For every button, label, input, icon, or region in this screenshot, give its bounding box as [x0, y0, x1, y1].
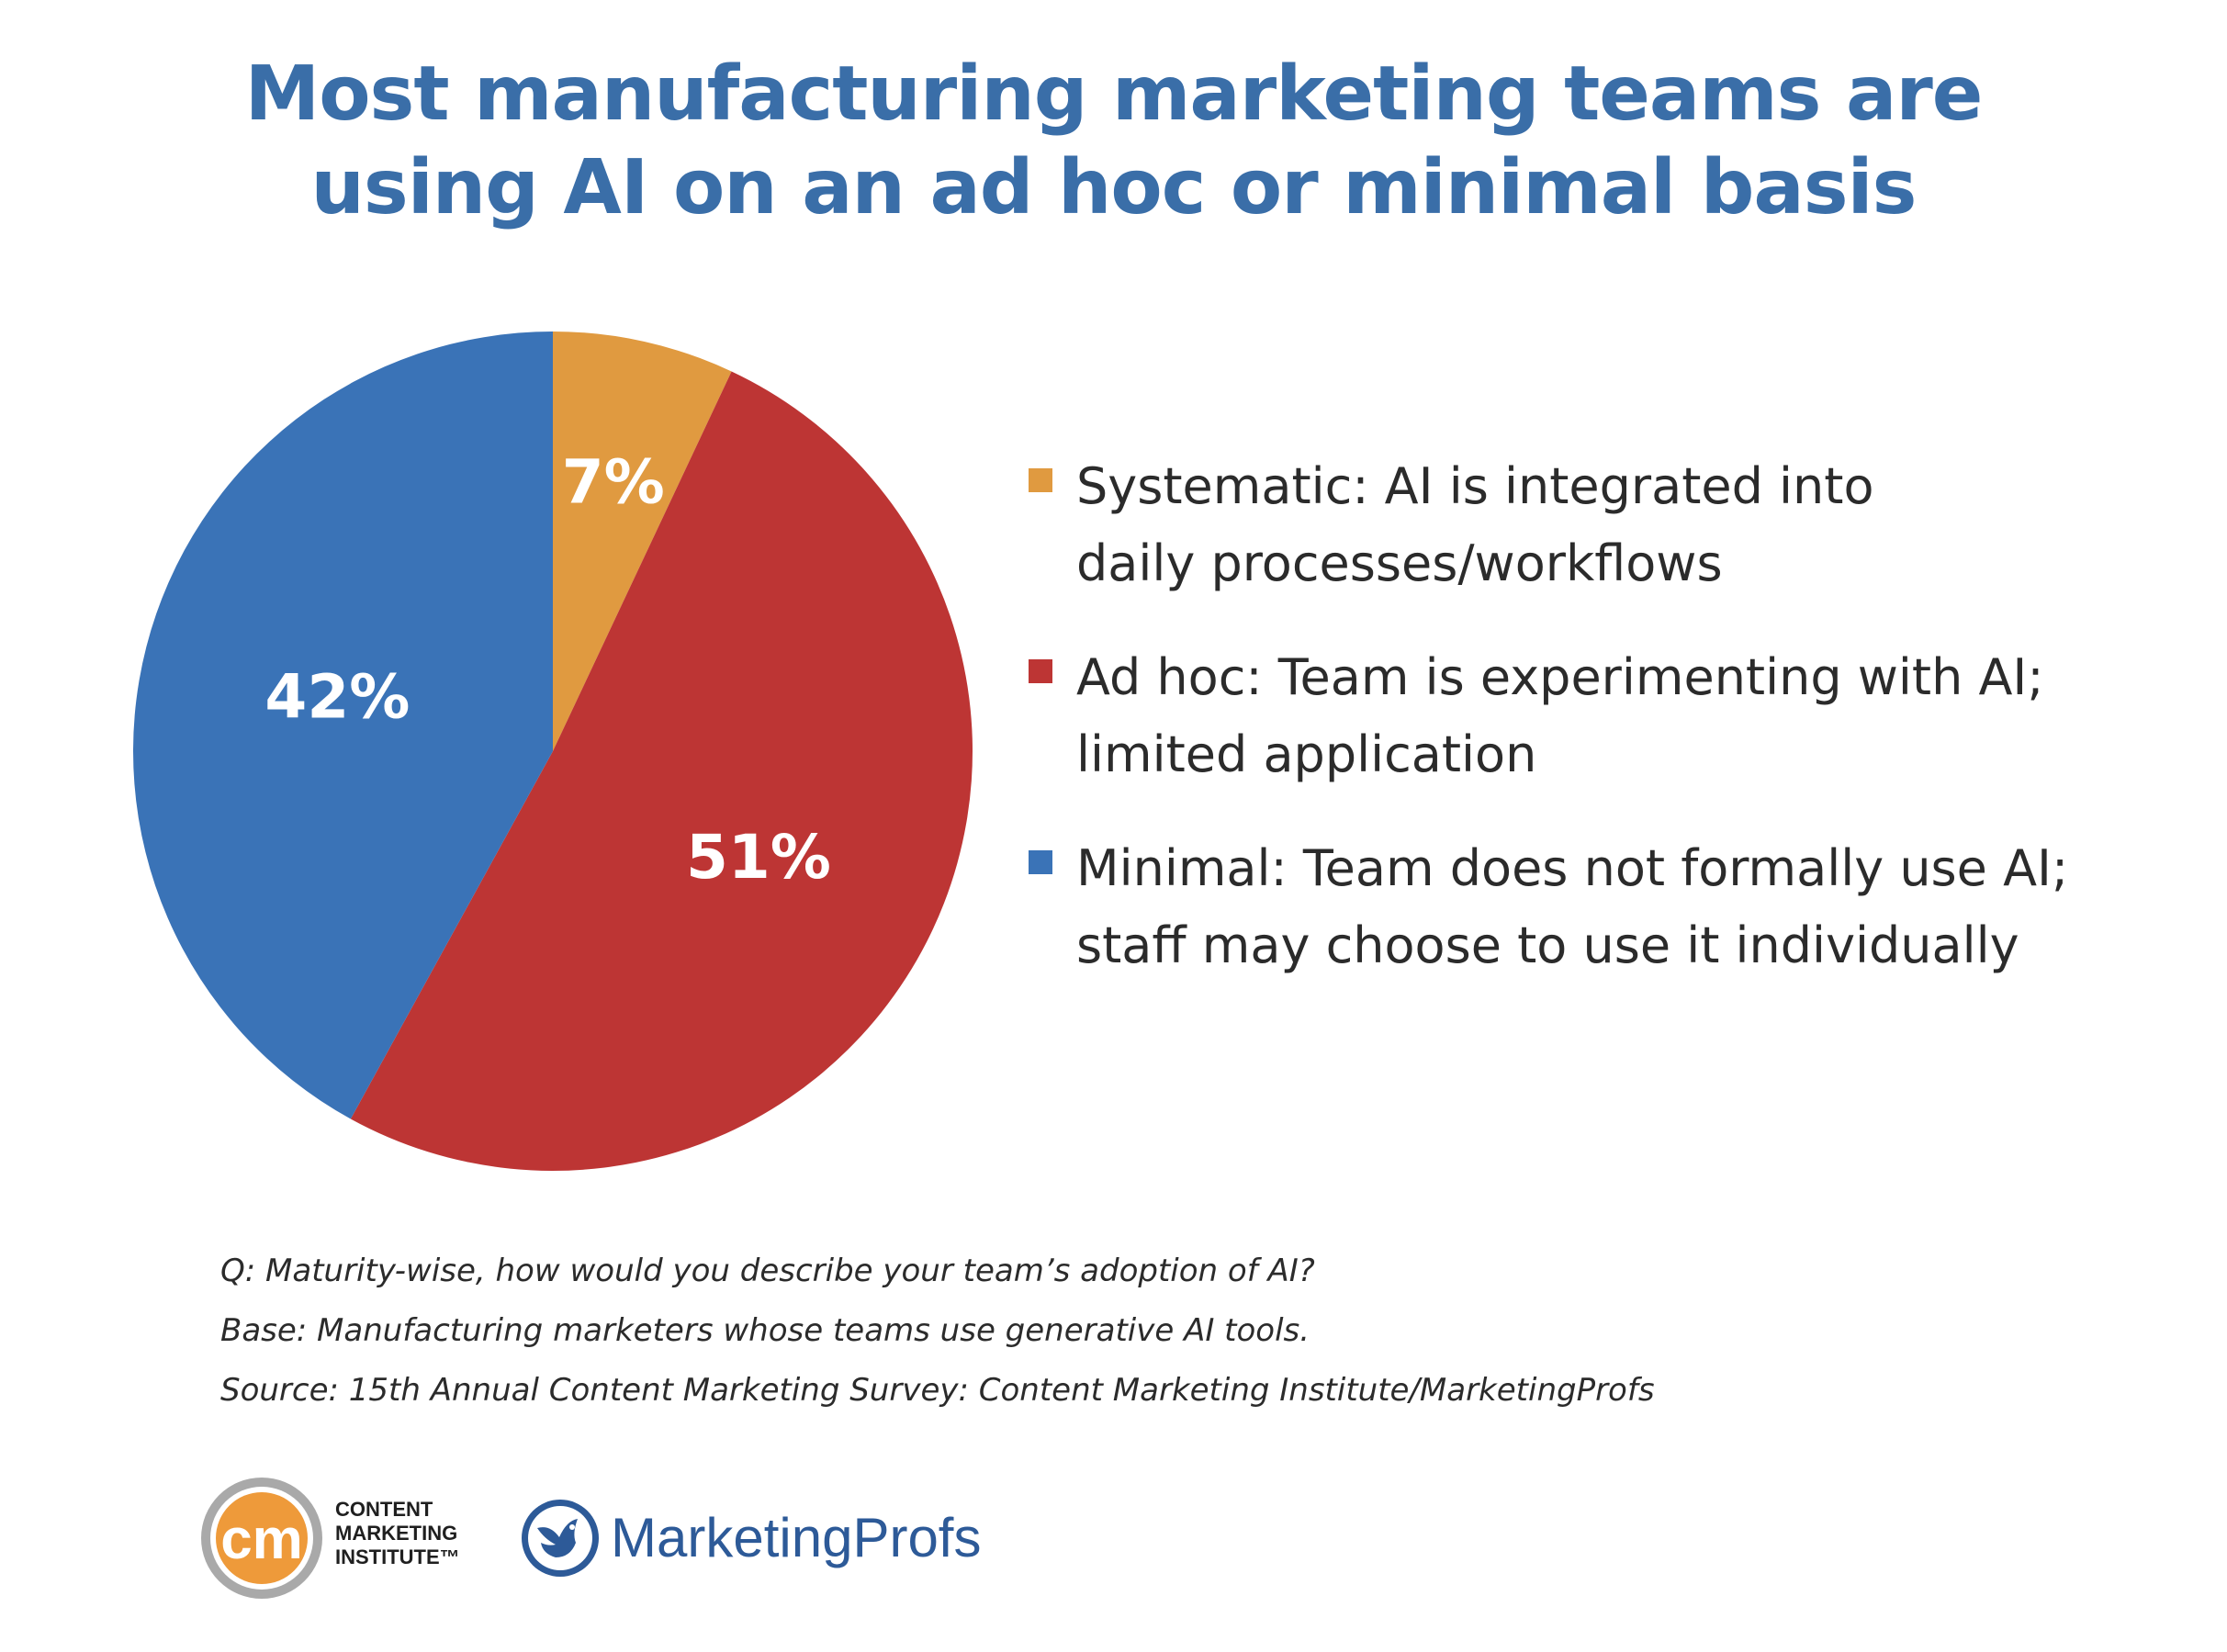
pie-label-ad-hoc: 51% [686, 822, 831, 893]
legend-label-minimal-line-1: Minimal: Team does not formally use AI; [1076, 839, 2069, 897]
legend-label-minimal-line-2: staff may choose to use it individually [1076, 916, 2019, 974]
legend-label-ad-hoc-line-1: Ad hoc: Team is experimenting with AI; [1076, 648, 2044, 706]
marketingprofs-wordmark: MarketingProfs [611, 1507, 982, 1568]
legend-label-systematic-line-1: Systematic: AI is integrated into [1076, 457, 1874, 515]
cmi-logo-mark: cm [220, 1508, 303, 1571]
pie-slice-ad-hoc [350, 371, 973, 1171]
legend-swatch-minimal [1029, 850, 1052, 874]
legend-item-minimal: Minimal: Team does not formally use AI; … [1029, 830, 2167, 984]
cmi-wordmark-line-1: CONTENT [335, 1498, 433, 1521]
legend-item-systematic: Systematic: AI is integrated into daily … [1029, 448, 2167, 602]
legend-item-ad-hoc: Ad hoc: Team is experimenting with AI; l… [1029, 639, 2167, 793]
pie-slice-minimal [132, 332, 553, 1119]
legend-swatch-systematic [1029, 468, 1052, 492]
pie-label-systematic: 7% [562, 446, 665, 517]
chart-title-line-1: Most manufacturing marketing teams are [244, 51, 1984, 138]
cmi-wordmark-line-2: MARKETING [335, 1522, 458, 1545]
survey-question: Q: Maturity-wise, how would you describe… [220, 1253, 1315, 1289]
survey-base: Base: Manufacturing marketers whose team… [220, 1312, 1310, 1349]
survey-source: Source: 15th Annual Content Marketing Su… [220, 1372, 1655, 1409]
cmi-wordmark-line-3: INSTITUTE™ [335, 1545, 460, 1568]
pie-label-minimal: 42% [264, 662, 410, 733]
bird-in-circle-icon [522, 1500, 599, 1577]
chart-title-line-2: using AI on an ad hoc or minimal basis [310, 144, 1918, 231]
pie-slice-systematic [553, 332, 732, 751]
cmi-wordmark: CONTENT MARKETING INSTITUTE™ [335, 1498, 460, 1569]
cmi-logo-icon: cm [201, 1478, 322, 1599]
legend-label-systematic-line-2: daily processes/workflows [1076, 534, 1723, 592]
logos: cm CONTENT MARKETING INSTITUTE™ Marketin… [197, 1474, 1116, 1612]
legend: Systematic: AI is integrated into daily … [1029, 448, 2167, 1021]
legend-label-ad-hoc-line-2: limited application [1076, 725, 1537, 783]
legend-swatch-ad-hoc [1029, 659, 1052, 683]
chart-title: Most manufacturing marketing teams are u… [0, 48, 2227, 235]
chart-notes: Q: Maturity-wise, how would you describe… [220, 1242, 1965, 1421]
